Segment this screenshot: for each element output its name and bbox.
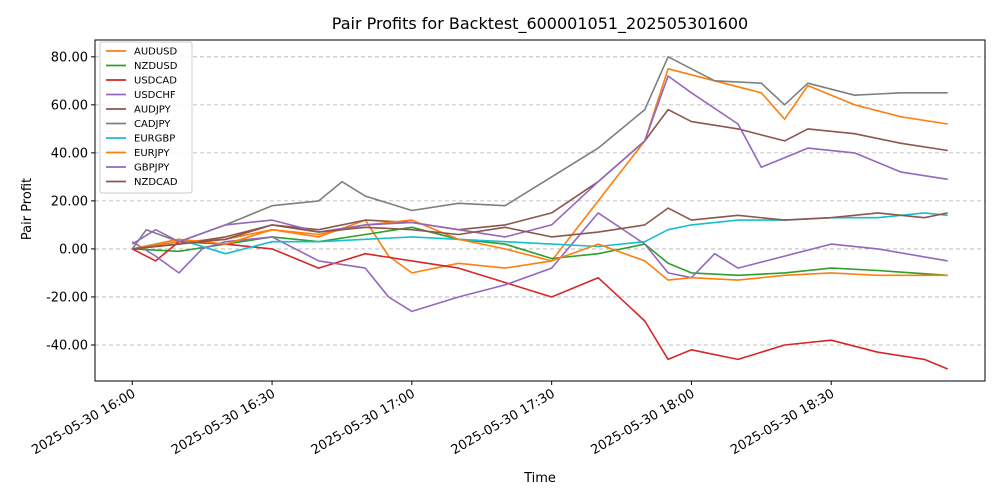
y-tick-label: 60.00 <box>51 98 88 113</box>
legend-label: GBPJPY <box>134 163 170 174</box>
y-tick-label: 40.00 <box>51 146 88 161</box>
series-line-gbpjpy <box>131 75 948 245</box>
y-tick-label: 0.00 <box>59 242 88 257</box>
legend-label: AUDUSD <box>134 47 178 58</box>
y-tick-label: -40.00 <box>46 338 88 353</box>
legend: AUDUSD NZDUSD USDCAD USDCHF AUDJPY CADJPY EURG… <box>99 41 193 194</box>
legend-label: USDCHF <box>134 90 176 101</box>
y-axis-title: Pair Profit <box>20 178 35 240</box>
legend-label: EURJPY <box>134 148 170 159</box>
legend-label: EURGBP <box>134 134 175 145</box>
legend-label: AUDJPY <box>134 105 172 116</box>
series-line-cadjpy <box>131 55 948 250</box>
y-axis: -40.00 -20.00 0.00 20.00 40.00 60.00 80.00 <box>46 50 95 353</box>
series-line-eurjpy <box>132 219 948 281</box>
y-tick-label: 20.00 <box>51 194 88 209</box>
legend-label: CADJPY <box>134 119 171 130</box>
legend-label: NZDUSD <box>134 61 178 72</box>
plot-frame <box>94 39 986 382</box>
y-tick-label: 80.00 <box>51 50 88 65</box>
chart-title: Pair Profits for Backtest_600001051_2025… <box>332 14 748 34</box>
legend-label: USDCAD <box>134 76 177 87</box>
legend-label: NZDCAD <box>134 177 178 188</box>
series-line-nzdcad <box>132 207 948 250</box>
series-line-usdcad <box>131 240 949 370</box>
series-lines <box>131 55 949 370</box>
y-tick-label: -20.00 <box>46 290 88 305</box>
x-axis-title: Time <box>523 471 556 486</box>
